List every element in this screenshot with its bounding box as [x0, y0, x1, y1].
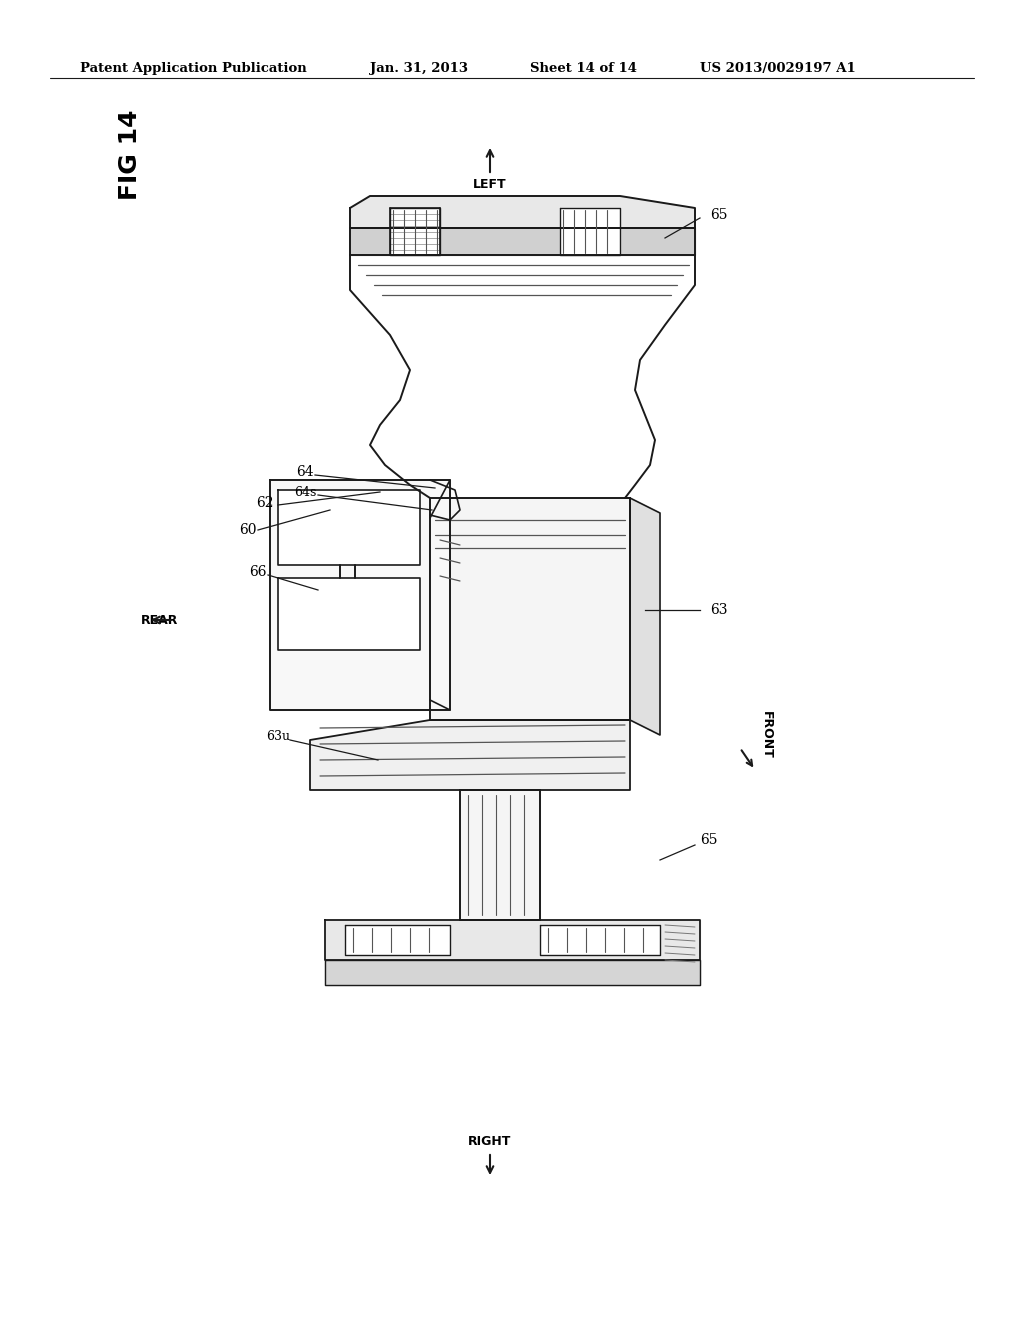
- Polygon shape: [325, 960, 700, 985]
- Polygon shape: [430, 498, 630, 719]
- Polygon shape: [270, 480, 450, 710]
- Text: 64: 64: [296, 465, 313, 479]
- Text: 65: 65: [700, 833, 718, 847]
- Polygon shape: [278, 490, 420, 565]
- Text: 66: 66: [249, 565, 266, 579]
- Polygon shape: [310, 719, 630, 789]
- Text: FIG 14: FIG 14: [118, 110, 142, 201]
- Polygon shape: [325, 920, 700, 960]
- Text: 60: 60: [240, 523, 257, 537]
- Text: 65: 65: [710, 209, 727, 222]
- Polygon shape: [540, 925, 660, 954]
- Text: REAR: REAR: [140, 614, 178, 627]
- Text: 63u: 63u: [266, 730, 290, 743]
- Text: 63: 63: [710, 603, 727, 616]
- Text: RIGHT: RIGHT: [468, 1135, 512, 1148]
- Text: FRONT: FRONT: [760, 711, 773, 759]
- Text: Patent Application Publication: Patent Application Publication: [80, 62, 307, 75]
- Text: Sheet 14 of 14: Sheet 14 of 14: [530, 62, 637, 75]
- Polygon shape: [350, 195, 695, 228]
- Polygon shape: [560, 209, 620, 255]
- Polygon shape: [345, 925, 450, 954]
- Polygon shape: [390, 209, 440, 255]
- Text: US 2013/0029197 A1: US 2013/0029197 A1: [700, 62, 856, 75]
- Polygon shape: [630, 498, 660, 735]
- Text: Jan. 31, 2013: Jan. 31, 2013: [370, 62, 468, 75]
- Polygon shape: [350, 228, 695, 255]
- Text: 64s: 64s: [294, 486, 316, 499]
- Polygon shape: [460, 789, 540, 920]
- Text: LEFT: LEFT: [473, 178, 507, 191]
- Text: 62: 62: [256, 496, 273, 510]
- Polygon shape: [278, 578, 420, 649]
